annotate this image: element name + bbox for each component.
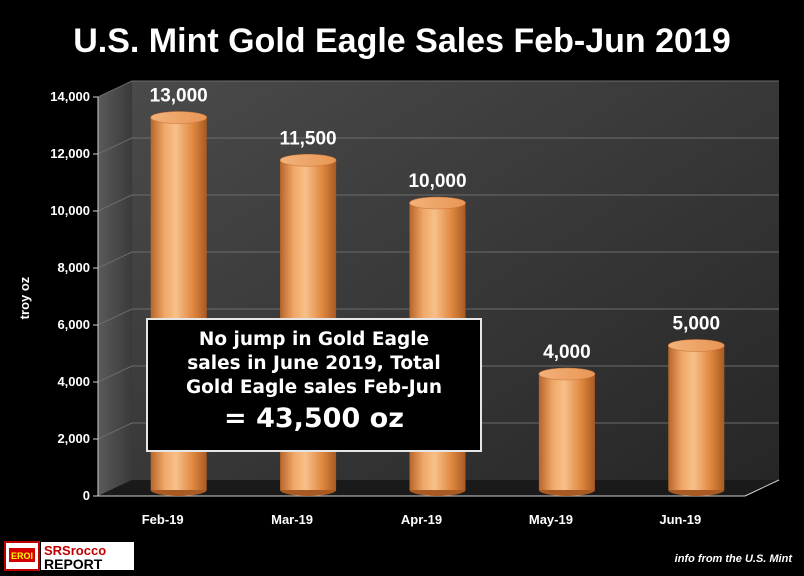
callout-total: = 43,500 oz bbox=[224, 403, 404, 434]
logo-badge-text: EROI bbox=[11, 551, 33, 561]
bar-body bbox=[538, 374, 595, 490]
annotation-callout: No jump in Gold Eagle sales in June 2019… bbox=[146, 318, 482, 452]
y-tick-label: 14,000 bbox=[50, 89, 90, 104]
bar-top bbox=[279, 153, 337, 167]
y-axis bbox=[97, 97, 780, 497]
data-label: 11,500 bbox=[280, 128, 337, 149]
gridline-side bbox=[97, 308, 133, 326]
x-tick-label: May-19 bbox=[529, 512, 573, 527]
bar bbox=[538, 367, 596, 496]
x-tick-label: Mar-19 bbox=[271, 512, 313, 527]
y-tick-label: 2,000 bbox=[57, 431, 90, 446]
y-tick-label: 6,000 bbox=[57, 317, 90, 332]
callout-line-1: No jump in Gold Eagle bbox=[198, 329, 430, 350]
data-labels: 13,000 11,500 10,000 4,000 5,000 bbox=[150, 86, 720, 364]
x-tick-label: Feb-19 bbox=[142, 512, 184, 527]
x-tick-label: Jun-19 bbox=[659, 512, 701, 527]
chart-title: U.S. Mint Gold Eagle Sales Feb-Jun 2019 bbox=[73, 22, 731, 60]
gridline-side bbox=[97, 251, 133, 269]
bar-body bbox=[668, 345, 725, 490]
data-label: 4,000 bbox=[543, 342, 591, 363]
y-tick-label: 8,000 bbox=[57, 260, 90, 275]
gridline-side bbox=[97, 365, 133, 383]
gridline-side bbox=[97, 80, 133, 98]
x-tick-labels: Feb-19 Mar-19 Apr-19 May-19 Jun-19 bbox=[142, 512, 702, 527]
bar-top bbox=[667, 339, 725, 352]
y-tick-label: 10,000 bbox=[50, 203, 90, 218]
logo-line-2: REPORT bbox=[44, 556, 103, 572]
floor-edge bbox=[744, 479, 780, 497]
y-tick-labels: 0 2,000 4,000 6,000 8,000 10,000 12,000 14,000 bbox=[50, 89, 90, 503]
data-label: 5,000 bbox=[673, 314, 721, 335]
plot-side-wall bbox=[98, 81, 132, 496]
callout-line-3: Gold Eagle sales Feb-Jun bbox=[185, 377, 443, 398]
source-credit: info from the U.S. Mint bbox=[674, 553, 792, 565]
data-label: 13,000 bbox=[150, 86, 208, 107]
logo-text-plate bbox=[41, 542, 134, 570]
x-tick-label: Apr-19 bbox=[401, 512, 442, 527]
callout-line-2: sales in June 2019, Total bbox=[187, 353, 441, 374]
logo-line-1: SRSrocco bbox=[44, 543, 106, 558]
y-tick-label: 0 bbox=[83, 488, 90, 503]
data-label: 10,000 bbox=[408, 171, 466, 192]
srsrocco-report-logo: EROI SRSrocco REPORT bbox=[4, 541, 134, 572]
y-axis-label: troy oz bbox=[17, 276, 32, 319]
bar-top bbox=[538, 367, 596, 381]
bar-top bbox=[150, 111, 207, 124]
gridline-side bbox=[97, 194, 133, 212]
bar-top bbox=[409, 196, 466, 210]
y-tick-label: 4,000 bbox=[57, 374, 90, 389]
gridline-side bbox=[97, 137, 133, 155]
gridline-side bbox=[97, 422, 133, 440]
bar bbox=[667, 339, 725, 496]
logo-badge-icon bbox=[9, 548, 35, 562]
y-tick-label: 12,000 bbox=[50, 146, 90, 161]
